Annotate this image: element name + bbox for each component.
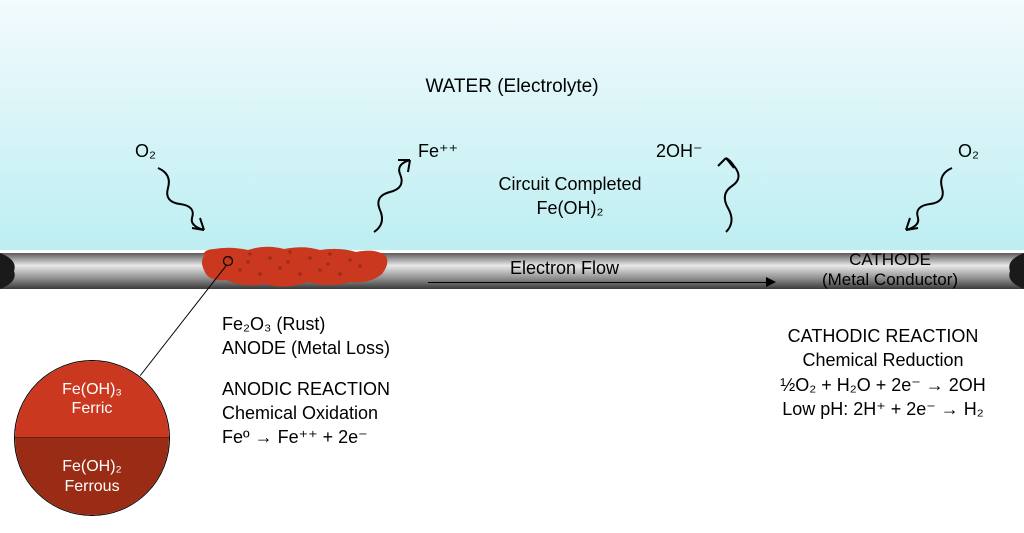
circuit-label: Circuit Completed Fe(OH)₂ — [460, 172, 680, 221]
anodic-heading: ANODIC REACTION — [222, 377, 462, 401]
o2-left-label: O₂ — [135, 141, 156, 162]
electron-flow-arrow-head — [766, 277, 776, 287]
anode-block: Fe₂O₃ (Rust) ANODE (Metal Loss) ANODIC R… — [222, 312, 462, 449]
water-label: WATER (Electrolyte) — [0, 76, 1024, 98]
circuit-line-2: Fe(OH)₂ — [460, 196, 680, 220]
cathodic-eq2: Low pH: 2H⁺ + 2e⁻ → H₂ — [748, 397, 1018, 421]
cathodic-heading: CATHODIC REACTION — [748, 324, 1018, 348]
cathode-block: CATHODIC REACTION Chemical Reduction ½O₂… — [748, 324, 1018, 421]
circuit-line-1: Circuit Completed — [460, 172, 680, 196]
electron-flow-arrow — [428, 282, 768, 283]
ferrous-name: Ferrous — [64, 477, 119, 496]
ferric-name: Ferric — [72, 399, 113, 418]
anodic-eq: Feº → Fe⁺⁺ + 2e⁻ — [222, 425, 462, 449]
cathodic-eq1: ½O₂ + H₂O + 2e⁻ → 2OH — [748, 373, 1018, 397]
fe-ion-arrow — [358, 150, 428, 240]
o2-right-arrow — [870, 160, 960, 240]
detail-circle: Fe(OH)₃ Ferric Fe(OH)₂ Ferrous — [14, 360, 170, 516]
o2-left-arrow — [150, 160, 240, 240]
cathode-label: CATHODE (Metal Conductor) — [790, 250, 990, 291]
ferric-formula: Fe(OH)₃ — [62, 380, 122, 399]
rust-blob — [200, 244, 390, 290]
ferrous-formula: Fe(OH)₂ — [62, 457, 122, 476]
anodic-sub: Chemical Oxidation — [222, 401, 462, 425]
rust-formula: Fe₂O₃ (Rust) — [222, 312, 462, 336]
cathodic-sub: Chemical Reduction — [748, 348, 1018, 372]
cathode-line-1: CATHODE — [790, 250, 990, 270]
electron-flow-label: Electron Flow — [510, 258, 619, 279]
o2-right-label: O₂ — [958, 141, 979, 162]
hydroxide-arrow — [696, 150, 756, 240]
anode-role: ANODE (Metal Loss) — [222, 336, 462, 360]
cathode-line-2: (Metal Conductor) — [790, 270, 990, 290]
